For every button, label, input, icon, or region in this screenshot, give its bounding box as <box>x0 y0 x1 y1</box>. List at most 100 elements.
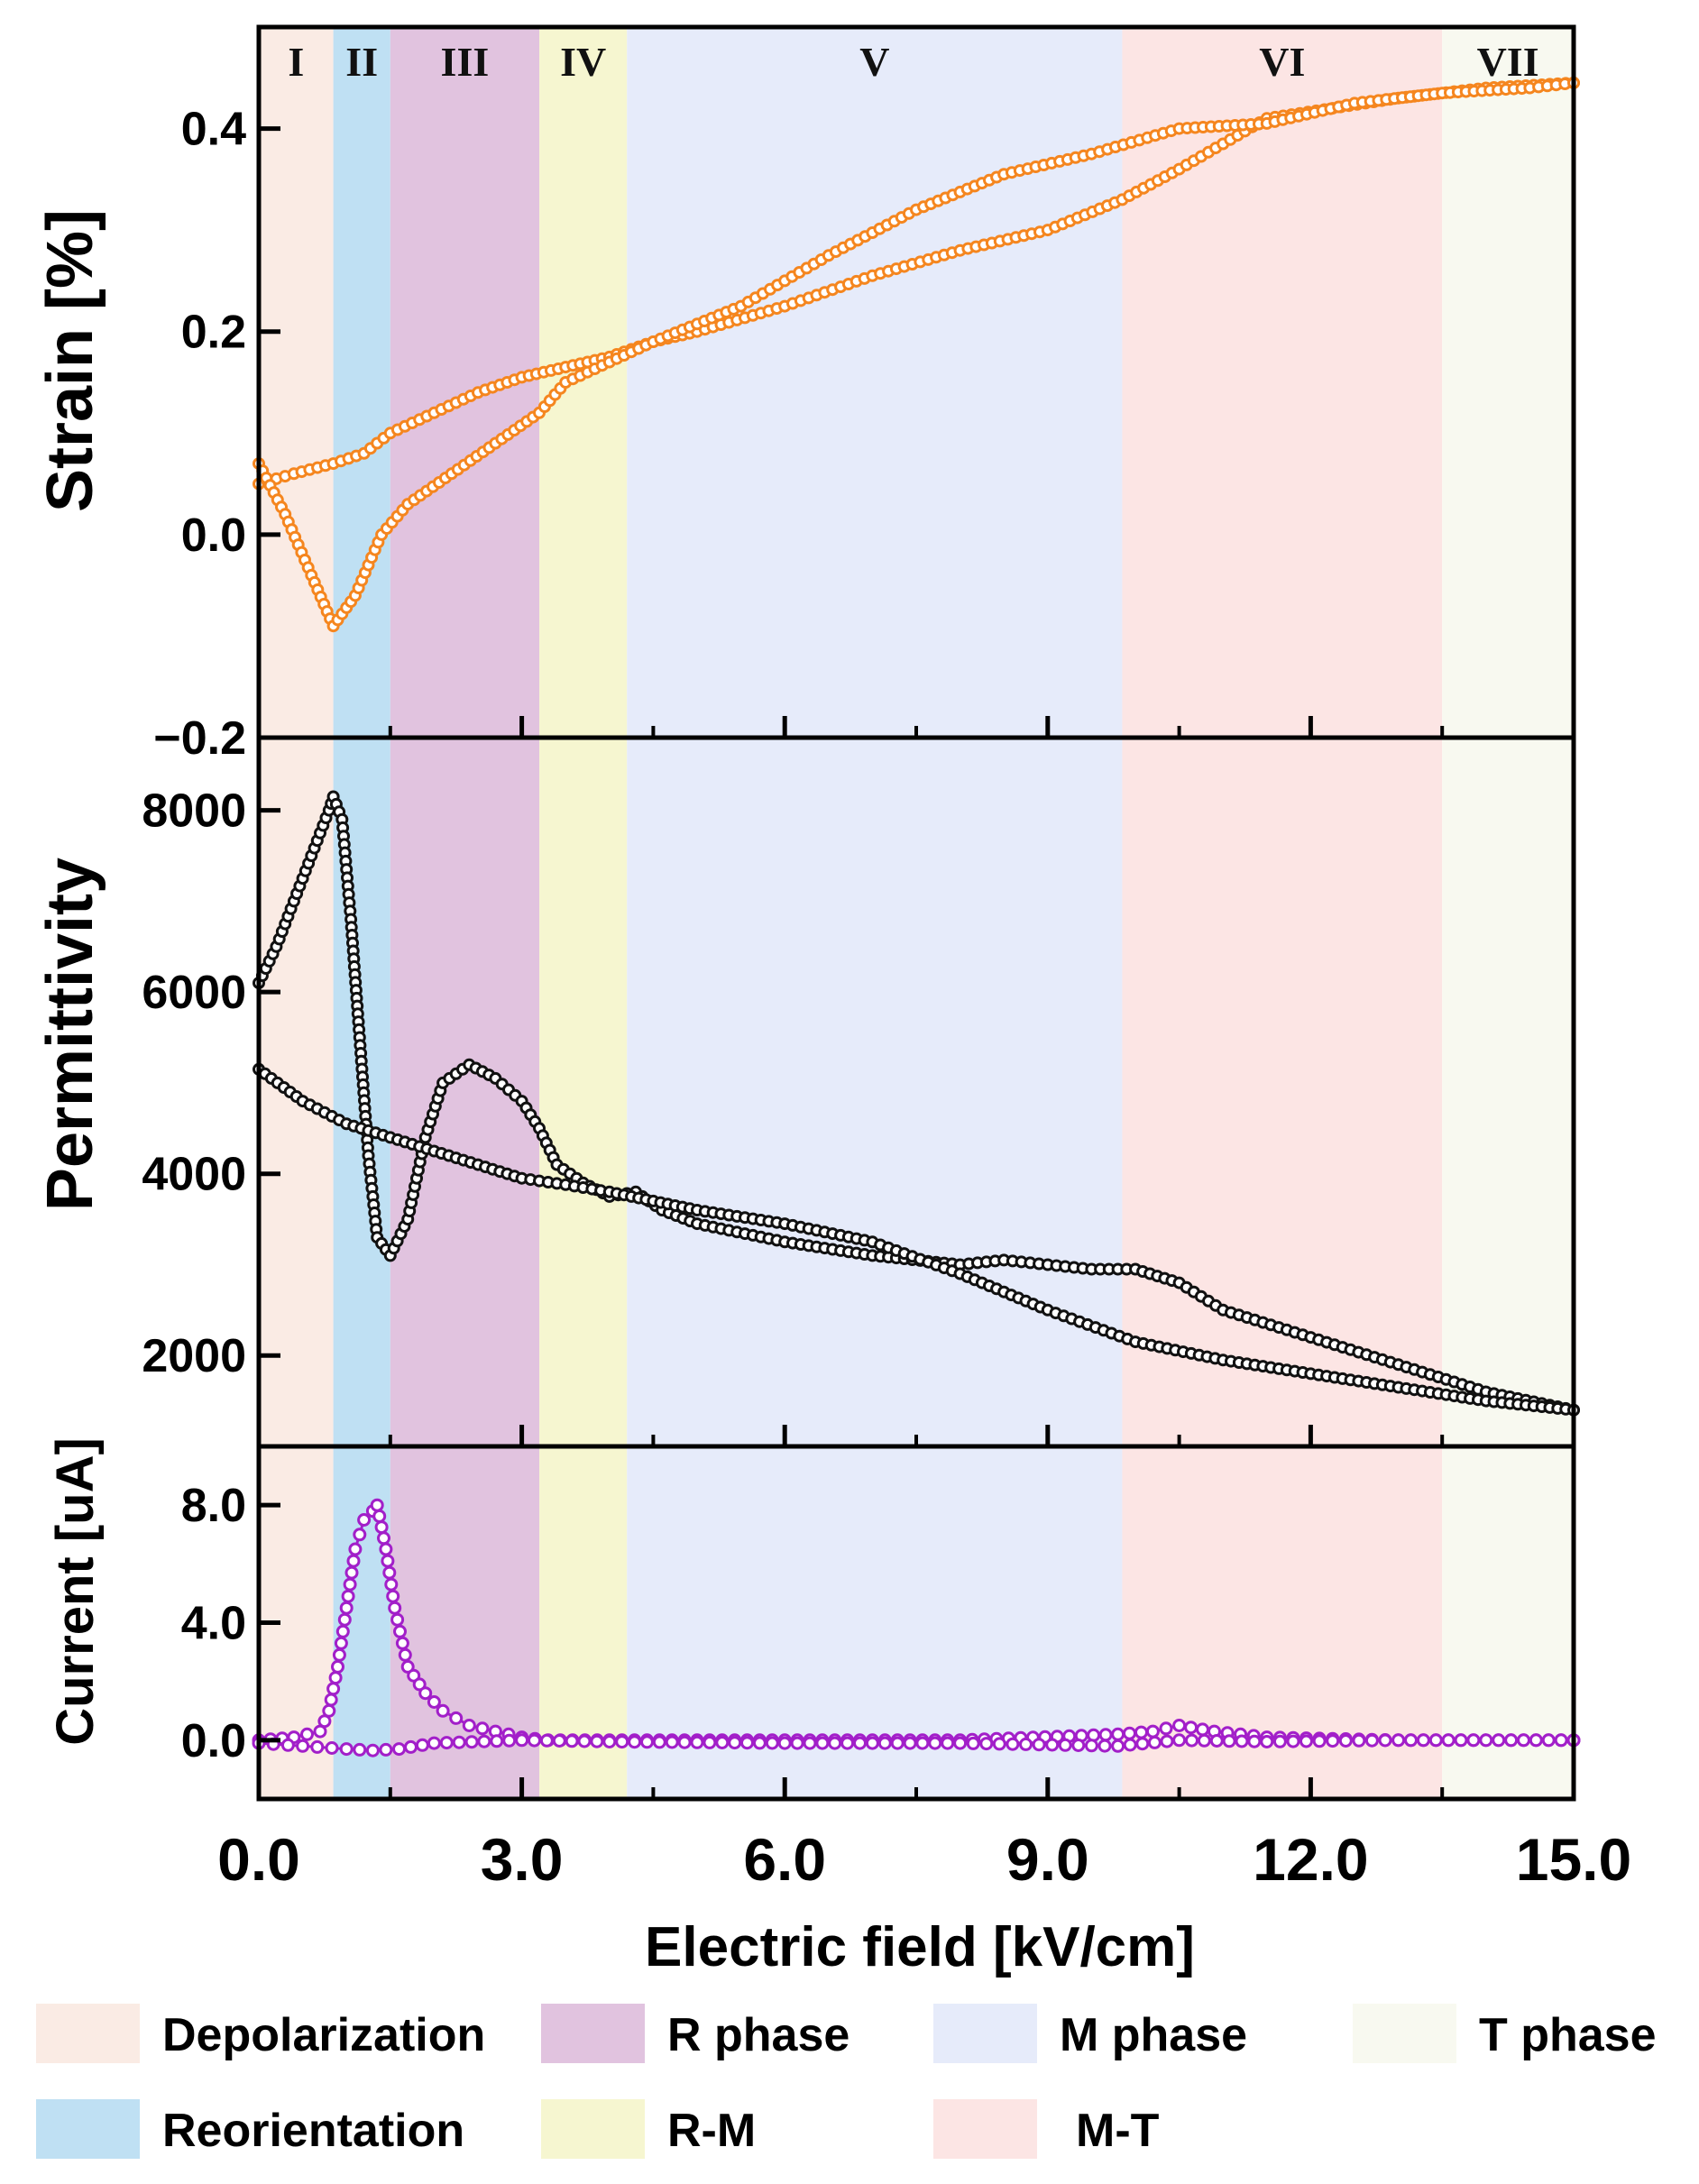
current-data-point <box>652 1735 666 1749</box>
legend-swatch <box>933 2004 1037 2063</box>
current-data-point <box>1087 1728 1101 1742</box>
current-data-point <box>640 1735 654 1749</box>
strain-y-tick-label: 0.2 <box>181 307 246 359</box>
current-data-point <box>1378 1733 1392 1748</box>
current-data-point <box>335 1624 350 1638</box>
region-label-vi: VI <box>1259 39 1305 85</box>
current-data-point <box>1019 1737 1033 1751</box>
current-data-point <box>828 1736 842 1750</box>
current-data-point <box>346 1554 361 1568</box>
current-data-point <box>853 1736 867 1750</box>
current-data-point <box>865 1736 879 1750</box>
current-y-tick-label: 8.0 <box>181 1480 246 1532</box>
current-data-point <box>427 1695 441 1709</box>
legend-swatch <box>541 2004 645 2063</box>
axis-ticks: 0.0 3.0 6.0 9.0 12.0 15.0 −0.2 0.0 0.2 0.4 2000 400… <box>142 104 1631 1893</box>
legend-swatch <box>1353 2004 1456 2063</box>
current-data-point <box>1260 1735 1274 1748</box>
current-data-point <box>343 1577 357 1592</box>
current-data-point <box>477 1734 491 1748</box>
current-data-point <box>326 1682 341 1696</box>
x-tick-label: 9.0 <box>1006 1826 1089 1893</box>
legend-label: R-M <box>667 2105 756 2157</box>
current-data-point <box>740 1736 754 1750</box>
current-data-point <box>728 1736 742 1750</box>
current-data-point <box>404 1739 418 1754</box>
current-data-point <box>1123 1726 1136 1740</box>
current-data-point <box>1364 1733 1379 1748</box>
current-data-point <box>602 1735 617 1748</box>
current-data-point <box>1006 1737 1020 1751</box>
current-data-point <box>539 1733 554 1748</box>
current-data-point <box>928 1736 942 1750</box>
current-data-point <box>565 1734 579 1748</box>
current-data-point <box>339 1742 354 1757</box>
strain-y-tick-label: −0.2 <box>153 712 246 765</box>
current-data-point <box>1111 1739 1125 1753</box>
current-data-point <box>1071 1739 1086 1752</box>
current-data-point <box>388 1601 402 1615</box>
current-data-point <box>1272 1734 1287 1748</box>
current-data-point <box>348 1542 363 1556</box>
current-data-point <box>449 1711 464 1725</box>
current-data-point <box>1300 1734 1313 1748</box>
current-data-point <box>1209 1734 1224 1748</box>
current-data-point <box>296 1739 310 1753</box>
current-data-point <box>1326 1734 1340 1748</box>
current-data-point <box>552 1734 566 1748</box>
current-data-point <box>815 1736 830 1750</box>
current-data-point <box>395 1636 409 1650</box>
x-tick-label: 6.0 <box>743 1826 826 1893</box>
region-band-vii <box>1442 27 1574 1799</box>
current-data-point <box>890 1736 905 1750</box>
current-data-point <box>1058 1738 1072 1752</box>
current-data-point <box>379 1542 393 1556</box>
current-data-point <box>400 1659 415 1674</box>
legend: Depolarization R phase M phase T phase Reori… <box>36 2004 1657 2159</box>
current-data-point <box>436 1703 450 1718</box>
current-data-point <box>1172 1719 1187 1732</box>
current-data-point <box>1428 1733 1443 1748</box>
current-data-point <box>384 1577 399 1592</box>
current-data-point <box>715 1736 730 1749</box>
x-tick-label: 12.0 <box>1253 1826 1368 1893</box>
current-data-point <box>427 1736 441 1750</box>
current-data-point <box>452 1735 466 1749</box>
current-data-point <box>331 1659 344 1674</box>
current-data-point <box>332 1647 346 1662</box>
current-data-point <box>790 1736 804 1750</box>
current-data-point <box>300 1727 314 1741</box>
current-data-point <box>439 1736 454 1750</box>
region-labels: I II III IV V VI VII <box>288 39 1538 85</box>
current-data-point <box>992 1737 1006 1751</box>
region-label-vii: VII <box>1477 39 1539 85</box>
current-data-point <box>941 1736 955 1750</box>
current-data-point <box>1097 1739 1112 1753</box>
legend-label: R phase <box>667 2009 850 2061</box>
legend-swatch <box>36 2004 140 2063</box>
current-data-point <box>515 1733 529 1748</box>
current-data-point <box>703 1735 717 1749</box>
current-data-point <box>615 1735 629 1749</box>
x-tick-label: 3.0 <box>481 1826 564 1893</box>
current-data-point <box>381 1554 395 1568</box>
current-data-point <box>393 1624 407 1638</box>
current-data-point <box>280 1738 295 1752</box>
current-axis-title: Current [uA] <box>46 1437 105 1746</box>
current-data-point <box>1517 1733 1530 1748</box>
strain-y-tick-label: 0.4 <box>181 104 246 156</box>
current-data-point <box>1160 1734 1174 1748</box>
current-data-point <box>803 1736 817 1750</box>
region-band-vi <box>1122 27 1443 1799</box>
permittivity-y-tick-label: 2000 <box>142 1330 246 1382</box>
current-data-point <box>1416 1733 1430 1748</box>
current-data-point <box>1352 1733 1366 1748</box>
current-data-point <box>903 1736 917 1750</box>
current-data-point <box>418 1686 433 1701</box>
current-data-point <box>339 1601 354 1615</box>
region-label-v: V <box>859 39 889 85</box>
legend-label: T phase <box>1479 2009 1657 2061</box>
current-data-point <box>490 1734 504 1748</box>
legend-label: M phase <box>1060 2009 1247 2061</box>
current-data-point <box>577 1734 592 1748</box>
